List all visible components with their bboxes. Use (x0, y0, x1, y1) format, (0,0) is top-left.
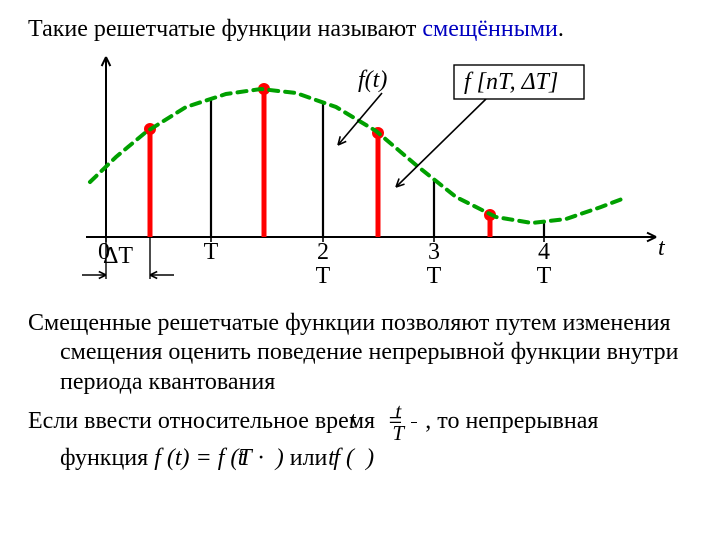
figure-svg: t0T2T3T4Tf(t)f [nT, ΔT]ΔT (46, 47, 686, 305)
svg-text:T: T (427, 263, 442, 289)
p2-c: или (284, 445, 334, 471)
svg-text:T: T (204, 239, 219, 265)
svg-text:T: T (537, 263, 552, 289)
rel-time-frac: t T (411, 401, 417, 444)
svg-text:f [nT, ΔT]: f [nT, ΔT] (464, 69, 558, 95)
svg-text:t: t (658, 235, 666, 261)
svg-text:4: 4 (538, 239, 550, 265)
ft-bar: f ( t ) (333, 445, 374, 471)
svg-text:3: 3 (428, 239, 440, 265)
intro-c: . (558, 16, 564, 42)
intro-line: Такие решетчатые функции называют смещён… (28, 16, 692, 43)
svg-text:f(t): f(t) (358, 67, 387, 93)
intro-a: Такие решетчатые функции называют (28, 16, 422, 42)
p2-a: Если ввести относительное время (28, 408, 381, 434)
ft-eq: f (t) = f (T · t ) (154, 445, 284, 471)
intro-b: смещёнными (422, 16, 557, 42)
svg-text:ΔT: ΔT (103, 243, 133, 269)
paragraph-2: Если ввести относительное время t = t T … (28, 401, 692, 473)
svg-text:2: 2 (317, 239, 329, 265)
figure: t0T2T3T4Tf(t)f [nT, ΔT]ΔT (46, 47, 686, 305)
paragraph-1: Смещенные решетчатые функции позволяют п… (28, 309, 692, 397)
svg-text:T: T (316, 263, 331, 289)
